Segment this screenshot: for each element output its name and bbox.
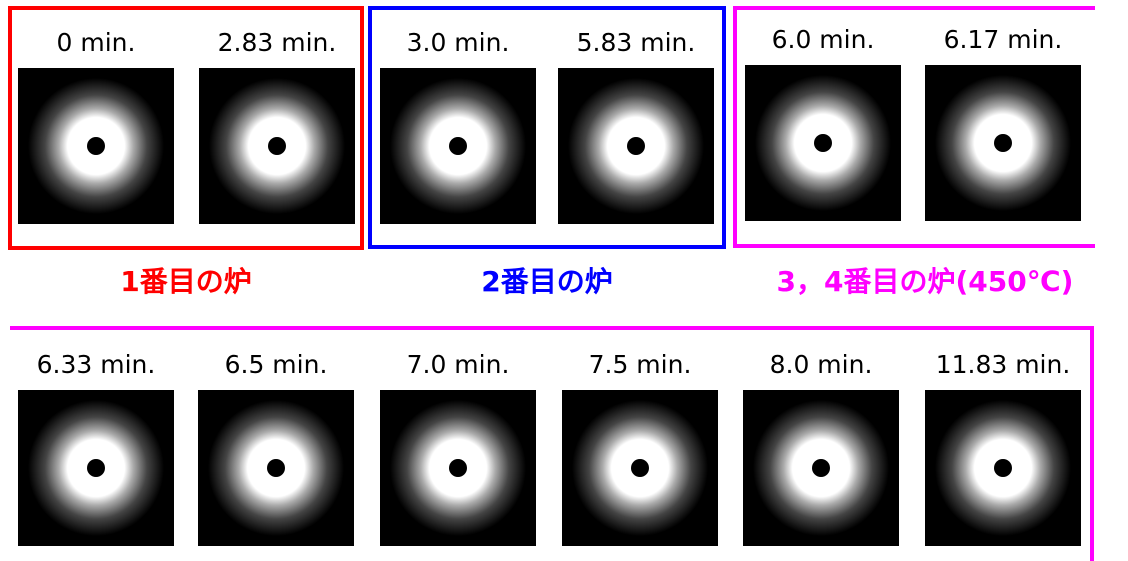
time-label: 6.5 min. — [225, 350, 328, 379]
beam-stop — [812, 459, 830, 477]
time-label: 7.0 min. — [407, 350, 510, 379]
beam-stop — [994, 459, 1012, 477]
figure: 0 min. 2.83 min. 1番目の炉 3.0 min. 5.83 min. 2番目… — [0, 0, 1128, 561]
beam-stop — [87, 459, 105, 477]
beam-stop — [994, 134, 1012, 152]
time-label: 6.33 min. — [37, 350, 156, 379]
beam-stop — [627, 137, 645, 155]
time-label: 7.5 min. — [589, 350, 692, 379]
time-label: 8.0 min. — [770, 350, 873, 379]
time-label: 6.17 min. — [944, 25, 1063, 54]
time-label: 5.83 min. — [577, 28, 696, 57]
time-label: 2.83 min. — [218, 28, 337, 57]
beam-stop — [814, 134, 832, 152]
time-label: 11.83 min. — [936, 350, 1071, 379]
time-label: 6.0 min. — [772, 25, 875, 54]
beam-stop — [268, 137, 286, 155]
beam-stop — [87, 137, 105, 155]
group-label: 3，4番目の炉(450℃) — [777, 265, 1074, 298]
page: 0 min. 2.83 min. 1番目の炉 3.0 min. 5.83 min. 2番目… — [0, 0, 1128, 561]
group-label: 2番目の炉 — [481, 265, 612, 298]
beam-stop — [631, 459, 649, 477]
beam-stop — [449, 459, 467, 477]
beam-stop — [449, 137, 467, 155]
group-label: 1番目の炉 — [120, 265, 251, 298]
beam-stop — [267, 459, 285, 477]
time-label: 0 min. — [57, 28, 136, 57]
time-label: 3.0 min. — [407, 28, 510, 57]
